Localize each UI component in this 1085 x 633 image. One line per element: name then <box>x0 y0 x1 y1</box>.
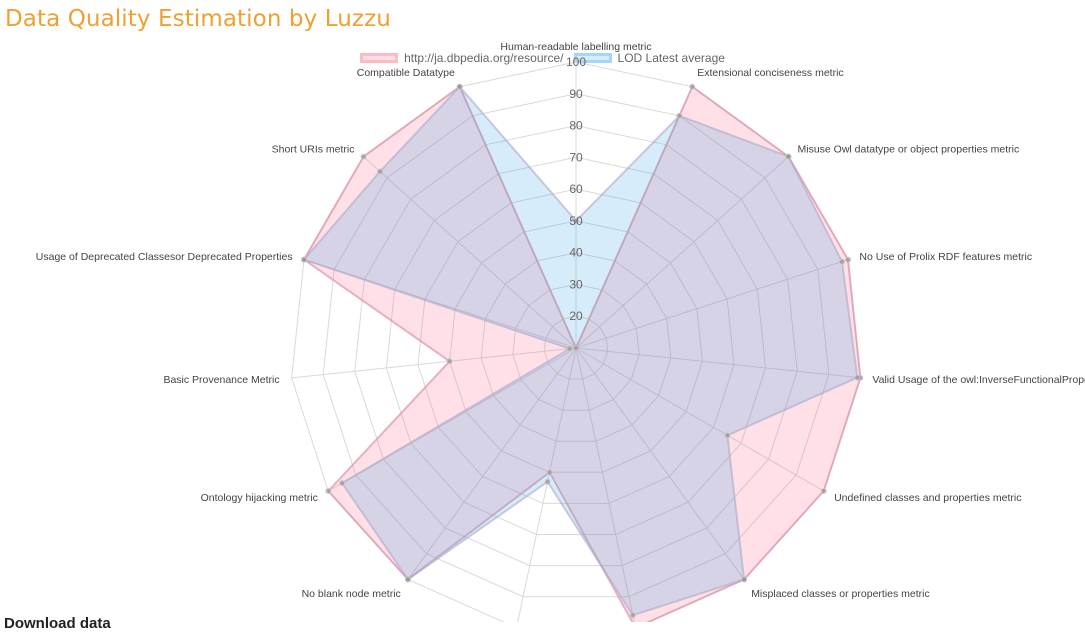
data-point-s2-11 <box>339 480 346 487</box>
data-point-s2-8 <box>629 612 636 619</box>
spoke-14 <box>363 156 577 349</box>
r-tick-label-80: 80 <box>569 119 583 133</box>
category-label-4: No Use of Prolix RDF features metric <box>859 251 1032 263</box>
legend-item-series-1[interactable]: http://ja.dbpedia.org/resource/ <box>360 51 564 65</box>
legend-label-series-2: LOD Latest average <box>617 51 725 65</box>
spoke-5 <box>575 347 861 379</box>
grid-ring-60 <box>417 188 735 504</box>
spoke-7 <box>575 347 745 580</box>
grid-ring-70 <box>385 156 767 535</box>
category-label-5: Valid Usage of the owl:InverseFunctional… <box>872 374 1085 386</box>
category-label-7: Misplaced classes or properties metric <box>751 588 930 600</box>
series-area-1 <box>303 85 862 622</box>
legend-item-series-2[interactable]: LOD Latest average <box>573 51 725 65</box>
grid-ring-40 <box>480 252 672 442</box>
category-label-11: Ontology hijacking metric <box>201 492 318 504</box>
grid-ring-50 <box>449 220 703 473</box>
r-tick-label-20: 20 <box>569 309 583 323</box>
category-label-6: Undefined classes and properties metric <box>834 492 1021 504</box>
data-point-s2-1 <box>573 217 579 224</box>
category-label-3: Misuse Owl datatype or object properties… <box>798 144 1020 156</box>
r-tick-label-40: 40 <box>569 246 583 260</box>
data-point-s1-9 <box>546 469 553 476</box>
r-tick-label-50: 50 <box>569 214 583 228</box>
r-tick-label-30: 30 <box>569 277 583 291</box>
spoke-8 <box>575 347 635 622</box>
grid-ring-80 <box>354 125 798 567</box>
legend-swatch-series-1 <box>360 53 399 63</box>
r-tick-label-100: 100 <box>566 55 586 69</box>
r-tick-label-90: 90 <box>569 87 583 101</box>
spoke-10 <box>407 347 577 580</box>
series-area-2 <box>303 85 859 617</box>
grid-ring-30 <box>512 283 640 411</box>
data-point-s1-2 <box>689 83 696 90</box>
spoke-12 <box>291 347 577 379</box>
spoke-6 <box>575 347 824 492</box>
spoke-3 <box>575 156 789 349</box>
legend-swatch-series-2 <box>573 53 612 63</box>
legend-label-series-1: http://ja.dbpedia.org/resource/ <box>404 51 564 65</box>
data-point-s1-14 <box>360 153 367 160</box>
data-point-s1-1 <box>573 345 579 351</box>
data-point-s1-4 <box>845 256 851 263</box>
category-label-10: No blank node metric <box>302 588 401 600</box>
category-label-12: Basic Provenance Metric <box>163 374 279 386</box>
data-point-s2-5 <box>854 374 861 381</box>
spoke-9 <box>517 347 577 622</box>
data-point-s2-4 <box>839 258 845 265</box>
data-point-s2-6 <box>724 432 731 439</box>
r-tick-label-70: 70 <box>569 150 583 164</box>
category-label-13: Usage of Deprecated Classesor Deprecated… <box>36 251 293 263</box>
category-label-15: Compatible Datatype <box>357 67 455 79</box>
chart-legend: http://ja.dbpedia.org/resource/ LOD Late… <box>0 51 1085 65</box>
data-point-s2-2 <box>676 112 683 119</box>
data-point-s2-13 <box>301 256 307 263</box>
download-data-heading: Download data <box>4 615 111 632</box>
spoke-4 <box>575 259 849 349</box>
data-point-s2-3 <box>785 153 792 160</box>
data-point-s2-15 <box>456 83 463 90</box>
data-point-s2-10 <box>404 576 411 583</box>
grid-ring-90 <box>322 93 830 598</box>
data-point-s2-7 <box>741 576 748 583</box>
data-point-s1-6 <box>820 488 827 494</box>
data-point-s2-14 <box>377 168 383 175</box>
data-point-s2-12 <box>566 345 573 352</box>
category-label-2: Extensional conciseness metric <box>697 67 843 79</box>
r-tick-label-60: 60 <box>569 182 583 196</box>
grid-ring-20 <box>543 315 609 380</box>
data-point-s2-9 <box>544 478 551 485</box>
data-point-s1-11 <box>325 488 332 494</box>
category-label-1: Human-readable labelling metric <box>500 41 651 53</box>
page-title: Data Quality Estimation by Luzzu <box>5 6 391 32</box>
data-point-s1-12 <box>446 358 453 365</box>
category-label-14: Short URIs metric <box>272 144 355 156</box>
